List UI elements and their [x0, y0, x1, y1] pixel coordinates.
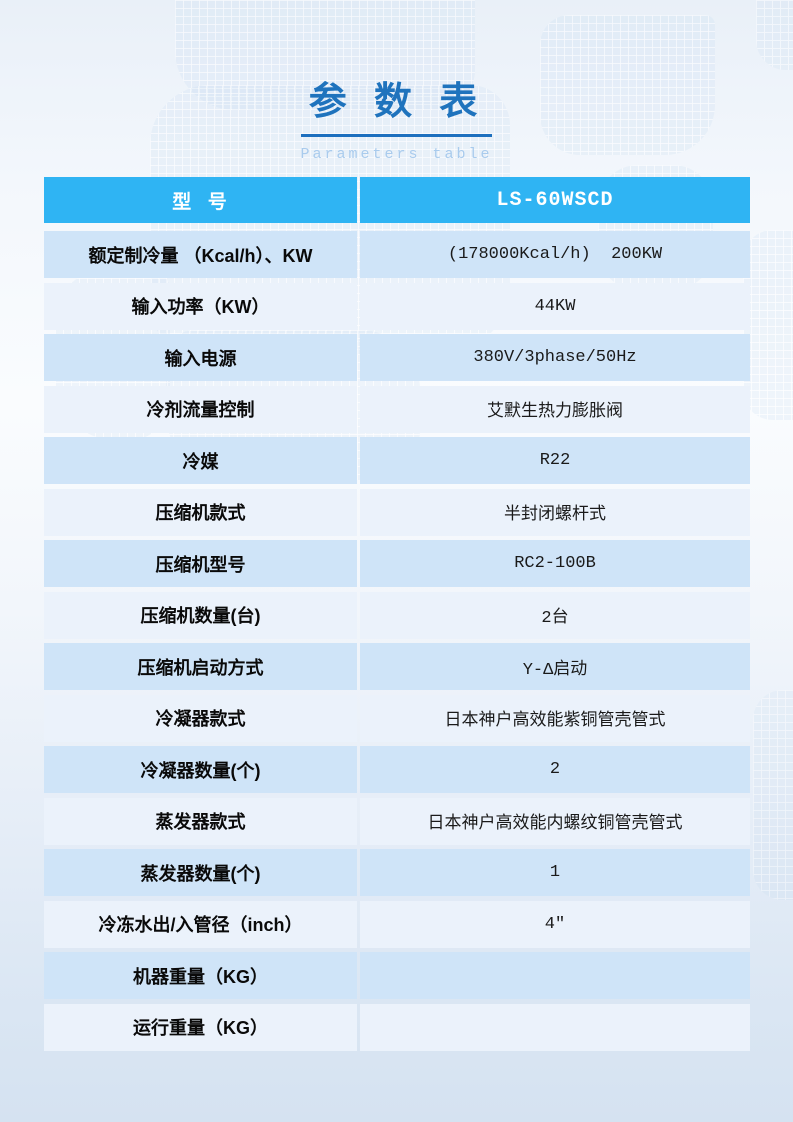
table-row: 机器重量（KG） — [44, 952, 750, 999]
row-value: 日本神户高效能内螺纹铜管壳管式 — [427, 815, 683, 834]
parameters-table: 型 号 LS-60WSCD 额定制冷量 （Kcal/h）、KW (178000K… — [44, 177, 750, 1055]
table-row: 额定制冷量 （Kcal/h）、KW (178000Kcal/h) 200KW — [44, 231, 750, 278]
row-value-cell: R22 — [360, 437, 750, 484]
row-value: RC2-100B — [514, 554, 596, 573]
table-row: 冷凝器数量(个) 2 — [44, 746, 750, 793]
row-label-cell: 冷凝器款式 — [44, 694, 357, 742]
row-value-cell: 2台 — [360, 591, 750, 639]
row-label-cell: 冷媒 — [44, 437, 357, 484]
row-label-cell: 冷凝器数量(个) — [44, 746, 357, 793]
row-label: 额定制冷量 （Kcal/h）、KW — [88, 245, 313, 266]
row-label: 压缩机型号 — [155, 554, 246, 575]
row-value-cell: (178000Kcal/h) 200KW — [360, 231, 750, 278]
row-value-cell — [360, 1003, 750, 1051]
row-label-cell: 压缩机款式 — [44, 488, 357, 536]
row-label-cell: 输入电源 — [44, 334, 357, 381]
row-value: (178000Kcal/h) 200KW — [447, 245, 663, 264]
row-value: 2台 — [541, 609, 569, 628]
row-label: 冷冻水出/入管径（inch） — [98, 915, 303, 935]
row-value: 44KW — [534, 296, 576, 316]
row-value-cell — [360, 952, 750, 999]
world-map-pattern — [753, 690, 793, 900]
row-value-cell: RC2-100B — [360, 540, 750, 587]
header-model-label: 型 号 — [172, 191, 229, 213]
row-label-cell: 蒸发器款式 — [44, 797, 357, 845]
table-header-row: 型 号 LS-60WSCD — [44, 177, 750, 223]
table-row: 冷剂流量控制 艾默生热力膨胀阀 — [44, 385, 750, 433]
parameters-table-body: 额定制冷量 （Kcal/h）、KW (178000Kcal/h) 200KW 输… — [44, 231, 750, 1051]
table-row: 冷冻水出/入管径（inch） 4″ — [44, 900, 750, 948]
row-value-cell: 44KW — [360, 282, 750, 330]
row-value: 1 — [549, 863, 561, 882]
header-model-cell: 型 号 — [44, 177, 357, 223]
table-row: 冷凝器款式 日本神户高效能紫铜管壳管式 — [44, 694, 750, 742]
row-value-cell: Y-Δ启动 — [360, 643, 750, 690]
row-label: 冷剂流量控制 — [146, 400, 255, 420]
row-label: 压缩机启动方式 — [137, 657, 264, 678]
row-value: 艾默生热力膨胀阀 — [487, 403, 623, 422]
row-label: 压缩机款式 — [155, 503, 246, 523]
row-label: 输入电源 — [164, 348, 237, 369]
header-model-value-cell: LS-60WSCD — [360, 177, 750, 223]
row-label: 压缩机数量(台) — [140, 606, 261, 626]
row-label: 蒸发器数量(个) — [140, 863, 261, 884]
row-value: 380V/3phase/50Hz — [473, 348, 637, 367]
row-label-cell: 蒸发器数量(个) — [44, 849, 357, 896]
row-value-cell: 1 — [360, 849, 750, 896]
table-row: 冷媒 R22 — [44, 437, 750, 484]
row-label-cell: 压缩机数量(台) — [44, 591, 357, 639]
header-model-value: LS-60WSCD — [496, 188, 614, 212]
row-label: 机器重量（KG） — [133, 966, 268, 987]
row-value: Y-Δ启动 — [522, 660, 588, 680]
table-row: 运行重量（KG） — [44, 1003, 750, 1051]
table-row: 输入功率（KW） 44KW — [44, 282, 750, 330]
row-label-cell: 压缩机型号 — [44, 540, 357, 587]
row-label-cell: 冷剂流量控制 — [44, 385, 357, 433]
row-value-cell: 艾默生热力膨胀阀 — [360, 385, 750, 433]
row-label-cell: 机器重量（KG） — [44, 952, 357, 999]
title-block: 参 数 表 Parameters table — [0, 0, 793, 163]
row-label: 运行重量（KG） — [133, 1018, 268, 1038]
page-subtitle: Parameters table — [300, 146, 493, 163]
row-value: 半封闭螺杆式 — [504, 506, 606, 525]
row-value: 4″ — [544, 914, 566, 934]
page-title: 参 数 表 — [300, 70, 493, 137]
table-row: 输入电源 380V/3phase/50Hz — [44, 334, 750, 381]
world-map-pattern — [743, 230, 793, 420]
row-value: 日本神户高效能紫铜管壳管式 — [444, 712, 666, 731]
table-row: 蒸发器款式 日本神户高效能内螺纹铜管壳管式 — [44, 797, 750, 845]
row-label-cell: 运行重量（KG） — [44, 1003, 357, 1051]
table-row: 压缩机型号 RC2-100B — [44, 540, 750, 587]
row-value-cell: 日本神户高效能内螺纹铜管壳管式 — [360, 797, 750, 845]
row-value: R22 — [539, 451, 571, 470]
row-value-cell: 4″ — [360, 900, 750, 948]
row-label-cell: 冷冻水出/入管径（inch） — [44, 900, 357, 948]
row-value-cell: 日本神户高效能紫铜管壳管式 — [360, 694, 750, 742]
row-label: 蒸发器款式 — [155, 812, 246, 832]
row-value-cell: 半封闭螺杆式 — [360, 488, 750, 536]
table-row: 压缩机数量(台) 2台 — [44, 591, 750, 639]
row-value-cell: 2 — [360, 746, 750, 793]
table-row: 蒸发器数量(个) 1 — [44, 849, 750, 896]
row-value: 2 — [549, 760, 561, 779]
row-label: 冷凝器数量(个) — [140, 760, 261, 781]
row-label: 输入功率（KW） — [131, 297, 270, 317]
row-value-cell: 380V/3phase/50Hz — [360, 334, 750, 381]
table-row: 压缩机款式 半封闭螺杆式 — [44, 488, 750, 536]
row-label: 冷媒 — [182, 451, 219, 472]
table-row: 压缩机启动方式 Y-Δ启动 — [44, 643, 750, 690]
row-label-cell: 输入功率（KW） — [44, 282, 357, 330]
row-label: 冷凝器款式 — [155, 709, 246, 729]
row-label-cell: 压缩机启动方式 — [44, 643, 357, 690]
row-label-cell: 额定制冷量 （Kcal/h）、KW — [44, 231, 357, 278]
